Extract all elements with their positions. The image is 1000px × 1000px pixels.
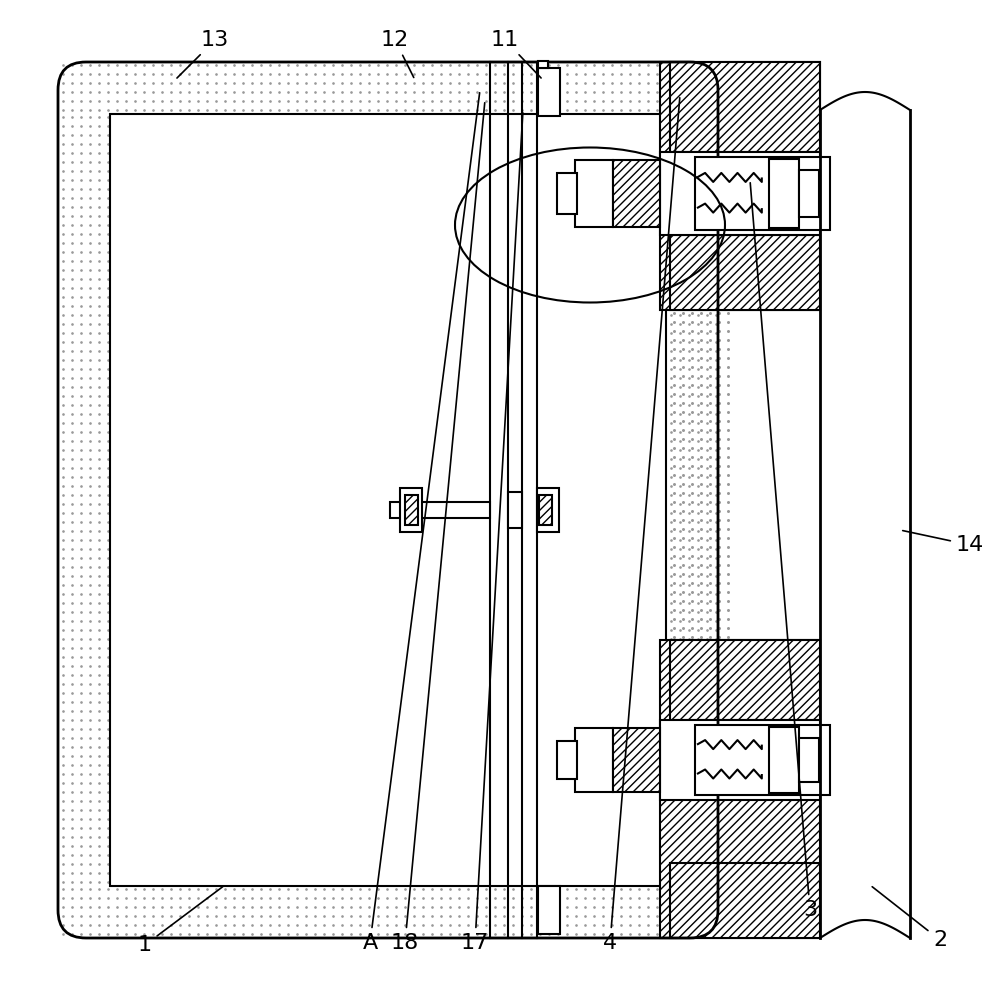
- Bar: [390, 502, 490, 518]
- Bar: [110, 114, 666, 886]
- Bar: [538, 61, 548, 68]
- Bar: [538, 886, 560, 934]
- Bar: [613, 160, 660, 227]
- Bar: [538, 68, 560, 116]
- Bar: [575, 160, 613, 227]
- Bar: [660, 62, 820, 310]
- Text: 4: 4: [603, 98, 680, 953]
- Text: 2: 2: [872, 887, 947, 950]
- Bar: [400, 488, 422, 532]
- Bar: [405, 495, 418, 525]
- Text: 11: 11: [491, 30, 541, 78]
- Bar: [557, 741, 577, 779]
- Bar: [670, 62, 820, 152]
- Bar: [799, 738, 819, 782]
- Bar: [670, 640, 820, 720]
- Bar: [575, 728, 613, 792]
- Bar: [769, 727, 799, 793]
- Bar: [557, 173, 577, 214]
- Bar: [660, 152, 820, 235]
- Bar: [660, 720, 820, 800]
- Text: 12: 12: [381, 30, 414, 78]
- Text: 3: 3: [750, 183, 817, 920]
- Bar: [695, 157, 830, 230]
- Bar: [613, 728, 660, 792]
- Bar: [670, 863, 820, 938]
- Text: 18: 18: [391, 103, 485, 953]
- Bar: [695, 725, 830, 795]
- Bar: [537, 488, 559, 532]
- Bar: [539, 495, 552, 525]
- Text: 17: 17: [461, 113, 523, 953]
- Text: 13: 13: [177, 30, 229, 78]
- Bar: [799, 170, 819, 217]
- Bar: [769, 159, 799, 228]
- Text: 1: 1: [138, 887, 223, 955]
- Text: 14: 14: [903, 531, 984, 555]
- Text: A: A: [362, 93, 480, 953]
- Bar: [670, 235, 820, 310]
- Bar: [660, 640, 820, 938]
- Bar: [508, 492, 522, 528]
